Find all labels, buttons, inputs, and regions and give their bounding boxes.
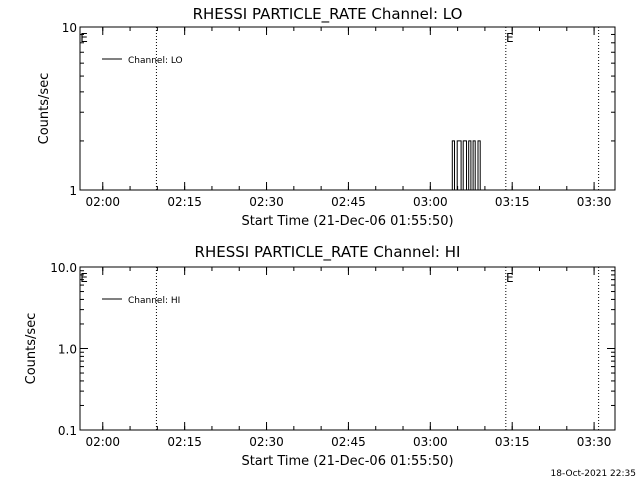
- x-tick-label: 02:30: [249, 195, 284, 209]
- plot-frame: [79, 266, 616, 431]
- event-label: E: [506, 271, 514, 285]
- event-label: E: [80, 31, 88, 45]
- chart-title: RHESSI PARTICLE_RATE Channel: LO: [193, 5, 463, 24]
- y-tick-label: 10.0: [50, 261, 77, 275]
- x-tick-label: 02:45: [331, 435, 366, 449]
- chart-title: RHESSI PARTICLE_RATE Channel: HI: [195, 243, 461, 262]
- y-tick-label: 1: [69, 184, 77, 198]
- event-label: E: [80, 271, 88, 285]
- y-axis-label: Counts/sec: [37, 73, 52, 145]
- x-tick-label: 03:00: [413, 195, 448, 209]
- x-tick-label: 02:45: [331, 195, 366, 209]
- y-tick-label: 10: [62, 21, 77, 35]
- x-tick-label: 02:15: [167, 435, 202, 449]
- x-tick-label: 02:30: [249, 435, 284, 449]
- x-tick-label: 03:15: [495, 435, 530, 449]
- x-tick-label: 02:00: [85, 435, 120, 449]
- plot-frame: [79, 26, 616, 191]
- y-tick-label: 0.1: [58, 424, 77, 438]
- x-tick-label: 03:15: [495, 195, 530, 209]
- event-label: E: [506, 31, 514, 45]
- x-axis-label: Start Time (21-Dec-06 01:55:50): [241, 454, 453, 469]
- x-tick-label: 03:00: [413, 435, 448, 449]
- legend-label: Channel: HI: [128, 296, 180, 306]
- y-tick-label: 1.0: [58, 343, 77, 357]
- legend-label: Channel: LO: [128, 56, 183, 66]
- x-tick-label: 02:15: [167, 195, 202, 209]
- footer-timestamp: 18-Oct-2021 22:35: [551, 469, 636, 479]
- x-axis-label: Start Time (21-Dec-06 01:55:50): [241, 214, 453, 229]
- x-tick-label: 02:00: [85, 195, 120, 209]
- series-line-0: [80, 140, 615, 191]
- y-axis-label: Counts/sec: [24, 313, 39, 385]
- x-tick-label: 03:30: [577, 435, 612, 449]
- x-tick-label: 03:30: [577, 195, 612, 209]
